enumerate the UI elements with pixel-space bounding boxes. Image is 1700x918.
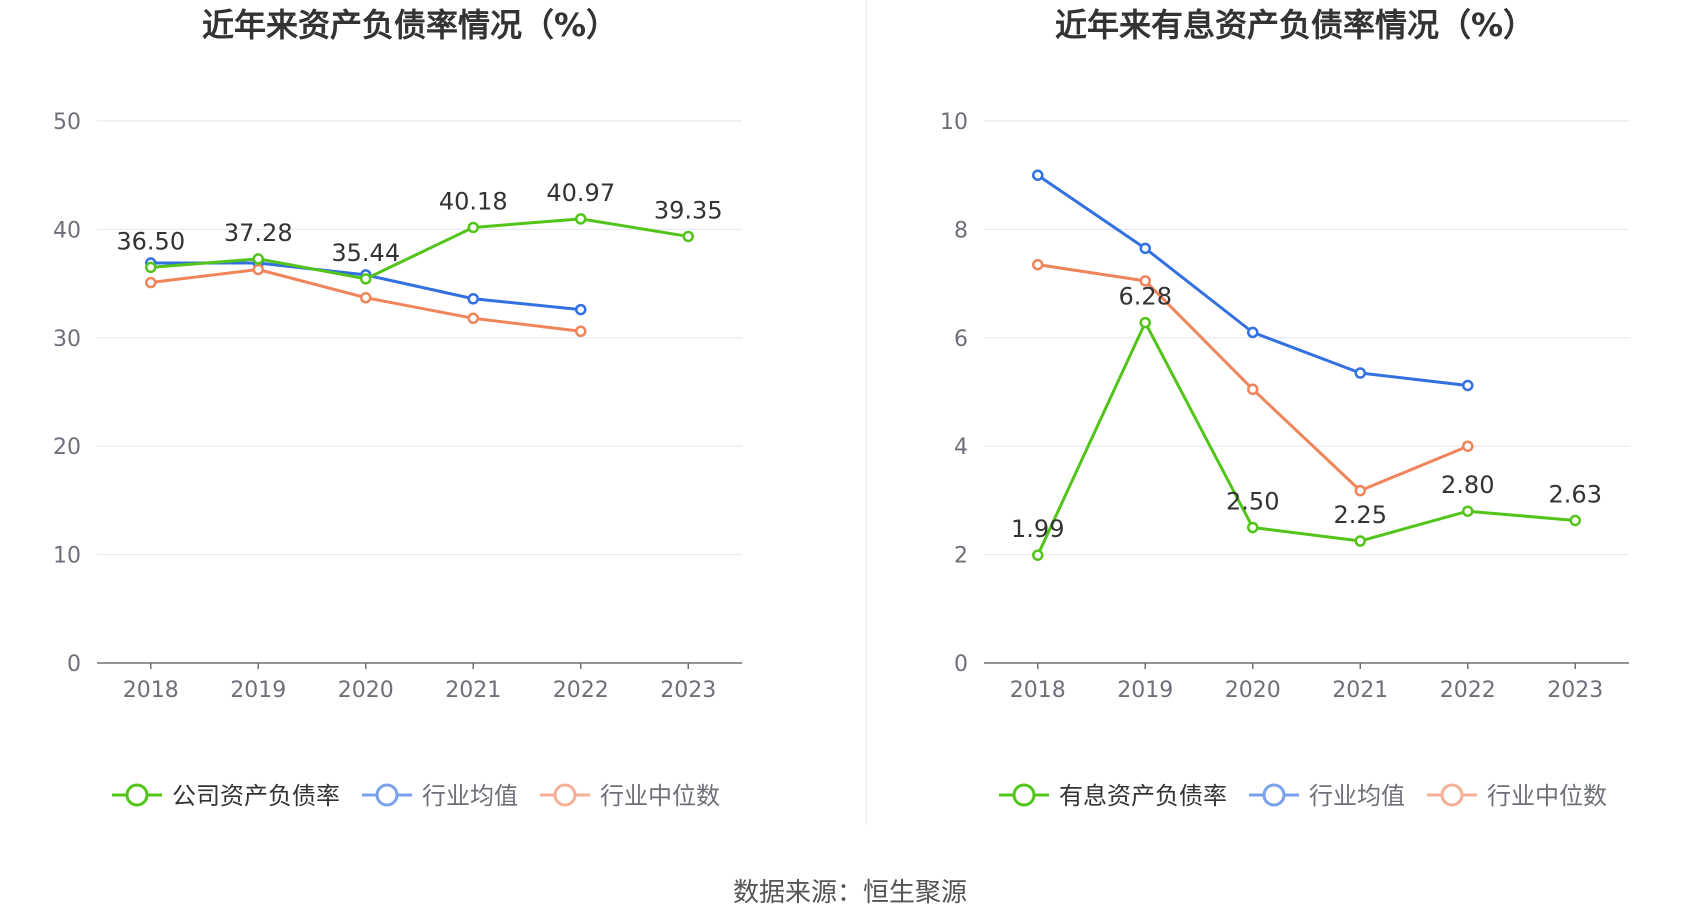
data-point-1: [1032, 169, 1044, 181]
data-point-2: [1462, 440, 1474, 452]
y-tick-label: 6: [954, 327, 968, 352]
data-label: 35.44: [331, 239, 400, 267]
x-tick-label: 2020: [338, 678, 394, 703]
x-tick-label: 2018: [123, 678, 179, 703]
data-label: 2.80: [1441, 471, 1494, 499]
data-label: 40.97: [546, 179, 615, 207]
data-label: 37.28: [224, 219, 293, 247]
series-line-0: [150, 217, 689, 281]
legend-marker-0: [1012, 783, 1036, 807]
data-label: 2.50: [1226, 488, 1279, 516]
y-tick-label: 30: [53, 327, 81, 352]
x-tick-label: 2018: [1010, 678, 1066, 703]
data-point-0: [1139, 316, 1151, 329]
data-point-2: [145, 276, 157, 289]
x-tick-label: 2023: [1547, 678, 1603, 703]
data-point-0: [575, 213, 587, 225]
x-tick-label: 2020: [1225, 678, 1281, 703]
legend-label-2: 行业中位数: [600, 782, 720, 810]
data-label: 40.18: [439, 187, 508, 215]
data-point-0: [467, 221, 479, 234]
data-point-0: [1354, 535, 1366, 547]
data-point-2: [575, 325, 587, 338]
y-tick-label: 20: [53, 435, 81, 460]
data-point-0: [1462, 505, 1474, 517]
y-tick-label: 2: [954, 544, 968, 569]
data-point-1: [1462, 379, 1474, 392]
data-point-0: [1247, 521, 1259, 534]
legend-label-1: 行业均值: [1309, 782, 1405, 810]
data-point-0: [682, 230, 694, 243]
data-point-2: [1354, 484, 1366, 497]
series-line-0: [1036, 321, 1576, 556]
legend-marker-2: [553, 783, 577, 807]
data-point-1: [1354, 367, 1366, 379]
data-point-1: [1247, 326, 1259, 339]
data-point-2: [1139, 275, 1151, 287]
data-point-0: [1032, 549, 1044, 561]
y-tick-label: 40: [53, 218, 81, 243]
x-tick-label: 2019: [230, 678, 286, 703]
data-point-0: [145, 261, 157, 274]
data-label: 39.35: [654, 196, 723, 224]
y-tick-label: 0: [67, 652, 81, 677]
data-point-1: [1139, 242, 1151, 255]
data-point-2: [1032, 258, 1044, 271]
x-tick-label: 2022: [553, 678, 609, 703]
data-point-2: [252, 263, 264, 276]
y-tick-label: 8: [954, 218, 968, 243]
y-tick-label: 4: [954, 435, 968, 460]
y-tick-label: 10: [940, 110, 968, 135]
legend-label-0: 公司资产负债率: [172, 782, 340, 810]
data-source-note: 数据来源：恒生聚源: [732, 878, 967, 908]
y-tick-label: 0: [954, 652, 968, 677]
legend-label-1: 行业均值: [422, 782, 518, 810]
legend-marker-0: [125, 783, 149, 807]
data-point-0: [252, 253, 264, 265]
data-point-0: [1569, 514, 1581, 527]
x-tick-label: 2022: [1440, 678, 1496, 703]
x-tick-label: 2023: [660, 678, 716, 703]
chart-asset-liability-ratio: 近年来资产负债率情况（%） 0 10 20 30 40 50 2018 2019 2020 2021…: [53, 6, 742, 810]
legend-marker-1: [375, 783, 399, 807]
data-point-1: [575, 303, 587, 316]
legend-marker-2: [1440, 783, 1464, 807]
data-point-1: [467, 293, 479, 305]
x-tick-label: 2021: [445, 678, 501, 703]
series-line-1: [1036, 173, 1468, 387]
legend-marker-1: [1262, 783, 1286, 807]
data-label: 2.25: [1334, 501, 1387, 529]
x-tick-label: 2021: [1332, 678, 1388, 703]
data-label: 36.50: [116, 227, 185, 255]
x-tick-label: 2019: [1117, 678, 1173, 703]
legend-label-2: 行业中位数: [1487, 782, 1607, 810]
data-label: 6.28: [1119, 283, 1172, 311]
data-label: 2.63: [1549, 480, 1602, 508]
legend-label-0: 有息资产负债率: [1059, 782, 1227, 810]
data-label: 1.99: [1011, 515, 1064, 543]
chart-interest-bearing-liability-ratio: 近年来有息资产负债率情况（%） 0 2 4 6 8 10 2018 2019 2020 2021 20…: [940, 6, 1629, 810]
y-tick-label: 10: [53, 544, 81, 569]
y-tick-label: 50: [53, 110, 81, 135]
chart-title: 近年来资产负债率情况（%）: [202, 6, 618, 44]
data-point-2: [360, 291, 372, 304]
data-point-2: [467, 312, 479, 325]
chart-divider: [866, 0, 867, 825]
data-point-0: [360, 273, 372, 285]
data-point-2: [1247, 383, 1259, 396]
chart-title: 近年来有息资产负债率情况（%）: [1055, 6, 1535, 44]
